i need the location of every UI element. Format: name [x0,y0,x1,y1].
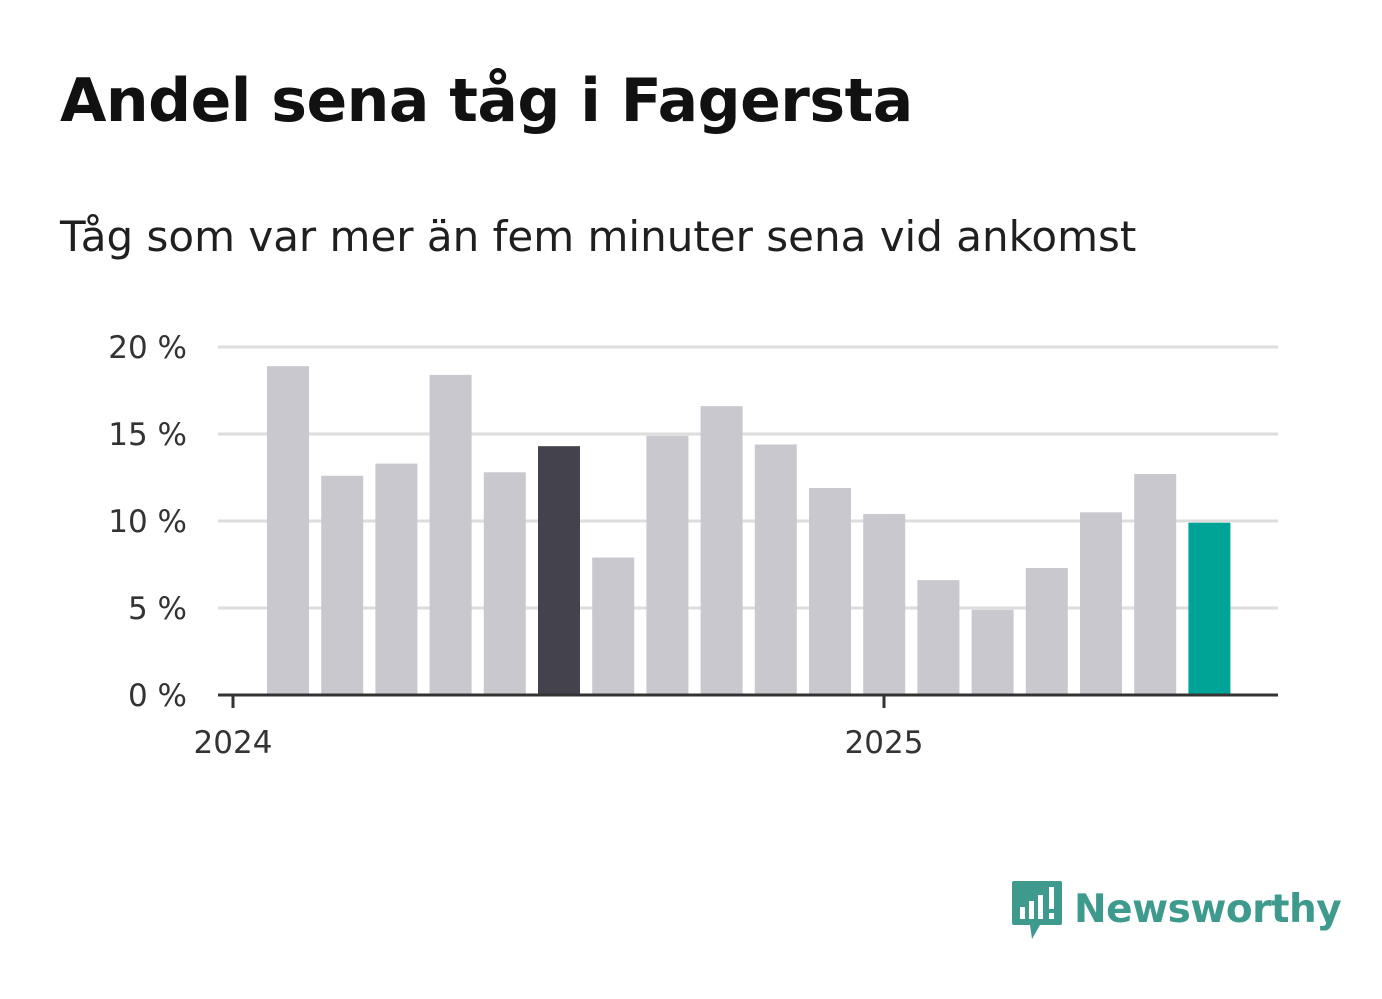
x-tick-label: 2025 [845,725,924,761]
bar-2024-01 [267,366,309,695]
bar-2024-04 [429,374,472,695]
bar-2025-01 [917,580,960,695]
bar-2024-09 [700,406,743,695]
bar-2025-04 [1080,512,1122,695]
x-axis [218,693,1278,708]
newsworthy-logo-icon [1012,881,1062,939]
bar-2025-05 [1134,474,1177,695]
bars [267,366,1231,695]
bar-2024-05 [483,472,526,695]
y-tick-label: 20 % [108,330,187,366]
bar-2024-02 [321,475,364,695]
chart-subtitle: Tåg som var mer än fem minuter sena vid … [60,212,1137,261]
y-tick-label: 5 % [128,591,187,627]
bar-2024-07 [592,557,635,695]
bar-2024-06 [538,446,580,695]
bar-2025-03 [1025,567,1068,695]
bar-2025-06 [1188,522,1231,695]
brand-name: Newsworthy [1074,886,1342,932]
tick-labels: 0 % 5 % 10 % 15 % 20 % 2024 2025 [108,330,923,761]
bar-2025-02 [971,609,1014,695]
y-tick-label: 10 % [108,504,187,540]
bar-chart: 0 % 5 % 10 % 15 % 20 % 2024 2025 [108,330,1278,761]
bar-2024-11 [809,487,851,695]
x-tick-label: 2024 [194,725,273,761]
bar-2024-10 [754,444,797,695]
bar-2024-08 [646,435,689,695]
chart-title: Andel sena tåg i Fagersta [60,66,913,136]
y-tick-label: 15 % [108,417,187,453]
bar-2024-03 [375,463,418,695]
bar-2024-12 [863,514,906,695]
y-tick-label: 0 % [128,678,187,714]
newsworthy-logo: Newsworthy [1010,876,1342,942]
